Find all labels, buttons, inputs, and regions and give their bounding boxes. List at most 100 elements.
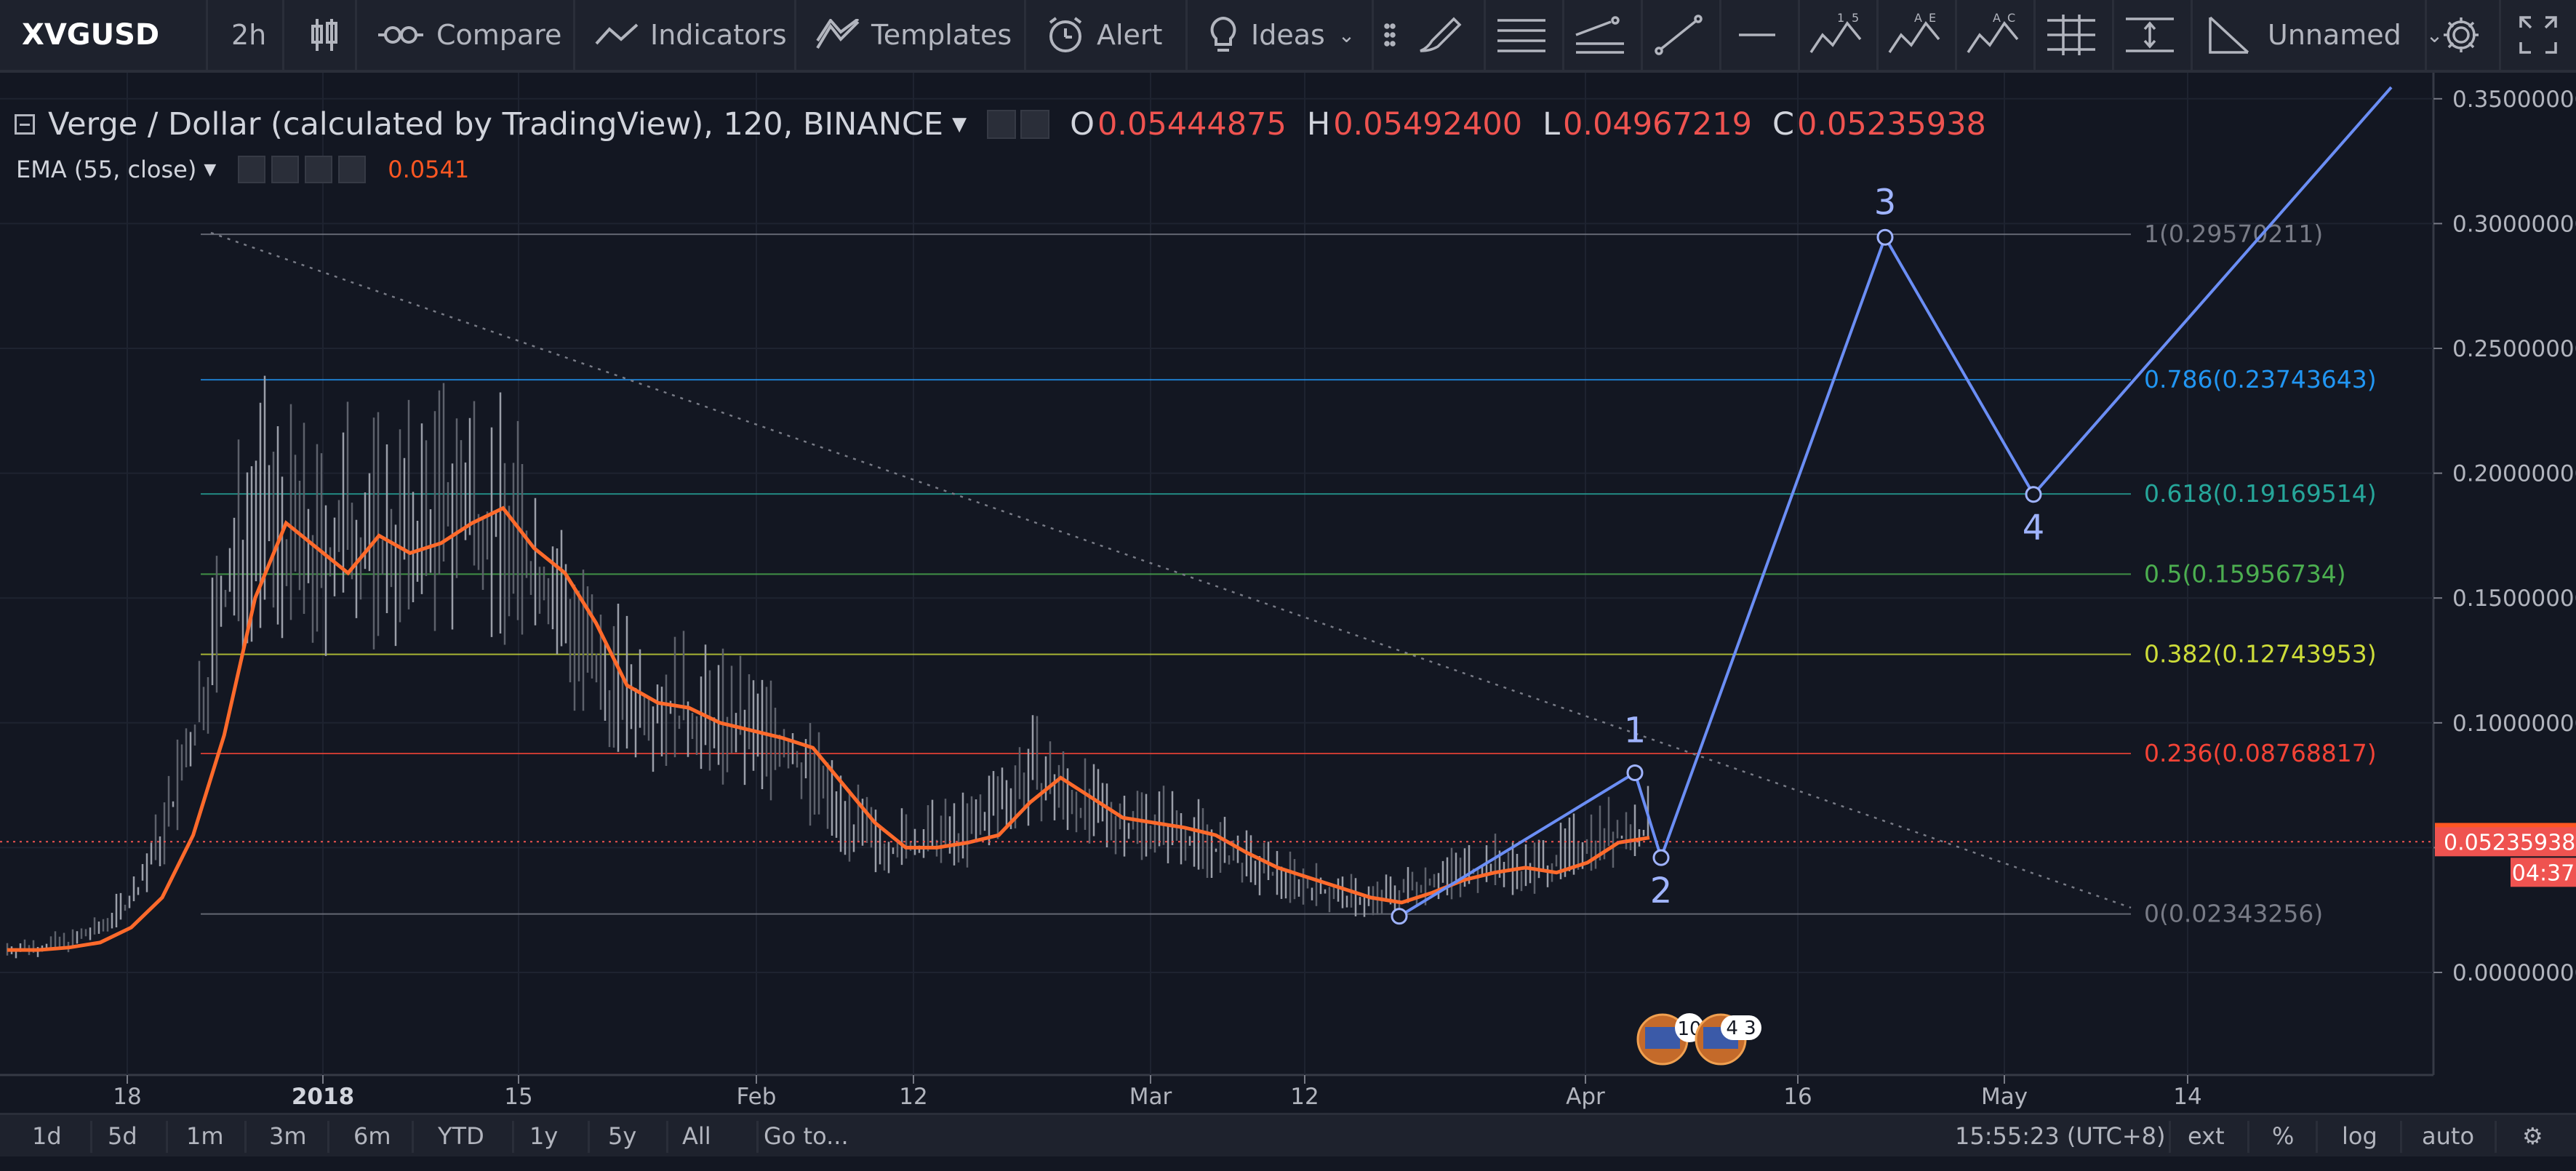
divider — [2400, 1121, 2402, 1153]
wave-point[interactable] — [1876, 228, 1894, 246]
trend-line[interactable] — [210, 231, 2132, 909]
log-scale-toggle[interactable]: log — [2342, 1122, 2377, 1150]
indicators-label: Indicators — [650, 19, 787, 51]
gear-icon[interactable] — [1020, 110, 1050, 139]
wave-point[interactable] — [1652, 849, 1670, 866]
price-axis[interactable]: 0.35000000 0.30000000 0.25000000 0.20000000… — [2433, 87, 2576, 986]
symbol-search[interactable]: XVGUSD — [22, 18, 160, 52]
fibonacci-retracement[interactable]: 1(0.29570211) 0.786(0.23743643) 0.618(0.19… — [201, 220, 2377, 928]
chart-style-button[interactable] — [294, 0, 355, 70]
close-label: C — [1772, 106, 1794, 143]
top-toolbar: XVGUSD 2h Compare Indicators Templates A… — [0, 0, 2576, 73]
range-button-5d[interactable]: 5d — [108, 1122, 137, 1150]
countdown-tag — [2511, 858, 2576, 887]
range-button-5y[interactable]: 5y — [608, 1122, 637, 1150]
wave-label: 4 — [2023, 508, 2045, 548]
divider — [206, 0, 208, 70]
range-button-1y[interactable]: 1y — [529, 1122, 559, 1150]
wave-path[interactable] — [1398, 86, 2393, 918]
range-button-6m[interactable]: 6m — [353, 1122, 391, 1150]
divider — [2425, 0, 2427, 70]
ema-legend[interactable]: EMA (55, close) ▼ 0.0541 — [16, 156, 469, 183]
indicators-icon — [595, 23, 639, 45]
range-button-3m[interactable]: 3m — [269, 1122, 307, 1150]
eye-icon[interactable] — [987, 110, 1017, 139]
close-value: 0.05235938 — [1796, 106, 1986, 143]
time-tick-label: 14 — [2173, 1084, 2201, 1110]
position-tool-icon[interactable] — [2039, 10, 2103, 60]
range-button-1m[interactable]: 1m — [186, 1122, 224, 1150]
goto-date-button[interactable]: Go to... — [764, 1122, 849, 1150]
elliott-wave-projection[interactable]: 1 2 3 4 — [1391, 86, 2393, 925]
channel-tool-icon[interactable] — [1568, 10, 1632, 60]
low-label: L — [1543, 106, 1561, 143]
eye-icon[interactable] — [238, 156, 266, 183]
time-axis[interactable]: 18 2018 15 Feb 12 Mar 12 Apr 16 May 14 — [113, 1075, 2202, 1110]
range-button-1d[interactable]: 1d — [32, 1122, 62, 1150]
alert-label: Alert — [1097, 19, 1163, 51]
chevron-down-icon: ⌄ — [1337, 23, 1356, 47]
caret-down-icon[interactable]: ▼ — [204, 160, 217, 179]
interval-label: 2h — [231, 19, 267, 51]
fib-level-label: 0.786(0.23743643) — [2144, 365, 2377, 393]
price-range-tool-icon[interactable] — [2118, 10, 2182, 60]
templates-icon — [816, 19, 860, 49]
percent-scale-toggle[interactable]: % — [2272, 1122, 2295, 1150]
gear-icon[interactable] — [271, 156, 300, 183]
divider — [666, 1121, 668, 1153]
compare-button[interactable]: Compare — [364, 0, 575, 70]
svg-text:A: A — [1993, 13, 2001, 25]
brush-tool-icon[interactable] — [1411, 10, 1475, 60]
horizontal-gridlines — [0, 97, 2433, 973]
alert-button[interactable]: Alert — [1033, 0, 1175, 70]
divider — [512, 1121, 514, 1153]
caret-down-icon[interactable]: ▼ — [952, 113, 967, 135]
economic-events[interactable]: 10 4 3 — [1636, 1013, 1761, 1066]
horizontal-line-tool-icon[interactable] — [1725, 10, 1789, 60]
angle-tool-icon[interactable] — [2196, 10, 2260, 60]
bottom-toolbar: 1d 5d 1m 3m 6m YTD 1y 5y All Go to... 15:55:23 (… — [0, 1113, 2576, 1156]
price-tick-label: 0.10000000 — [2452, 711, 2576, 737]
fullscreen-icon[interactable] — [2506, 10, 2570, 60]
settings-gear-icon[interactable] — [2429, 10, 2493, 60]
price-chart[interactable]: 1(0.29570211) 0.786(0.23743643) 0.618(0.19… — [0, 73, 2576, 1113]
settings-gear-icon[interactable]: ⚙ — [2522, 1122, 2543, 1150]
drag-handle-icon[interactable] — [1379, 10, 1401, 60]
divider — [756, 1121, 759, 1153]
series-legend[interactable]: Verge / Dollar (calculated by TradingVie… — [15, 106, 1986, 143]
trend-line-tool-icon[interactable] — [1647, 10, 1711, 60]
close-icon[interactable] — [338, 156, 367, 183]
range-button-all[interactable]: All — [682, 1122, 711, 1150]
collapse-icon[interactable] — [15, 114, 35, 135]
add-icon[interactable] — [305, 156, 333, 183]
wave-point[interactable] — [2025, 486, 2042, 503]
clock[interactable]: 15:55:23 (UTC+8) — [1955, 1122, 2166, 1150]
horizontal-lines-tool-icon[interactable] — [1489, 10, 1553, 60]
divider — [2033, 0, 2036, 70]
wave-point[interactable] — [1626, 764, 1644, 781]
layout-name-button[interactable]: Unnamed ⌄ — [2255, 0, 2456, 70]
extended-hours-toggle[interactable]: ext — [2188, 1122, 2225, 1150]
templates-button[interactable]: Templates — [803, 0, 1025, 70]
price-tick-label: 0.25000000 — [2452, 336, 2576, 362]
divider — [2112, 0, 2114, 70]
layout-name: Unnamed — [2268, 19, 2401, 51]
divider — [2169, 1121, 2171, 1153]
divider — [166, 1121, 168, 1153]
us-flag-icon — [1645, 1027, 1680, 1049]
wave-point[interactable] — [1391, 908, 1408, 925]
auto-scale-toggle[interactable]: auto — [2422, 1122, 2475, 1150]
range-button-ytd[interactable]: YTD — [438, 1122, 484, 1150]
time-tick-label: 2018 — [292, 1084, 354, 1110]
ideas-button[interactable]: Ideas ⌄ — [1194, 0, 1368, 70]
indicators-button[interactable]: Indicators — [582, 0, 800, 70]
countdown-label: 04:37 — [2512, 860, 2575, 886]
svg-text:C: C — [2007, 13, 2015, 25]
chevron-down-icon: ⌄ — [2425, 23, 2444, 47]
interval-button[interactable]: 2h — [218, 0, 279, 70]
lightbulb-icon — [1210, 16, 1236, 52]
